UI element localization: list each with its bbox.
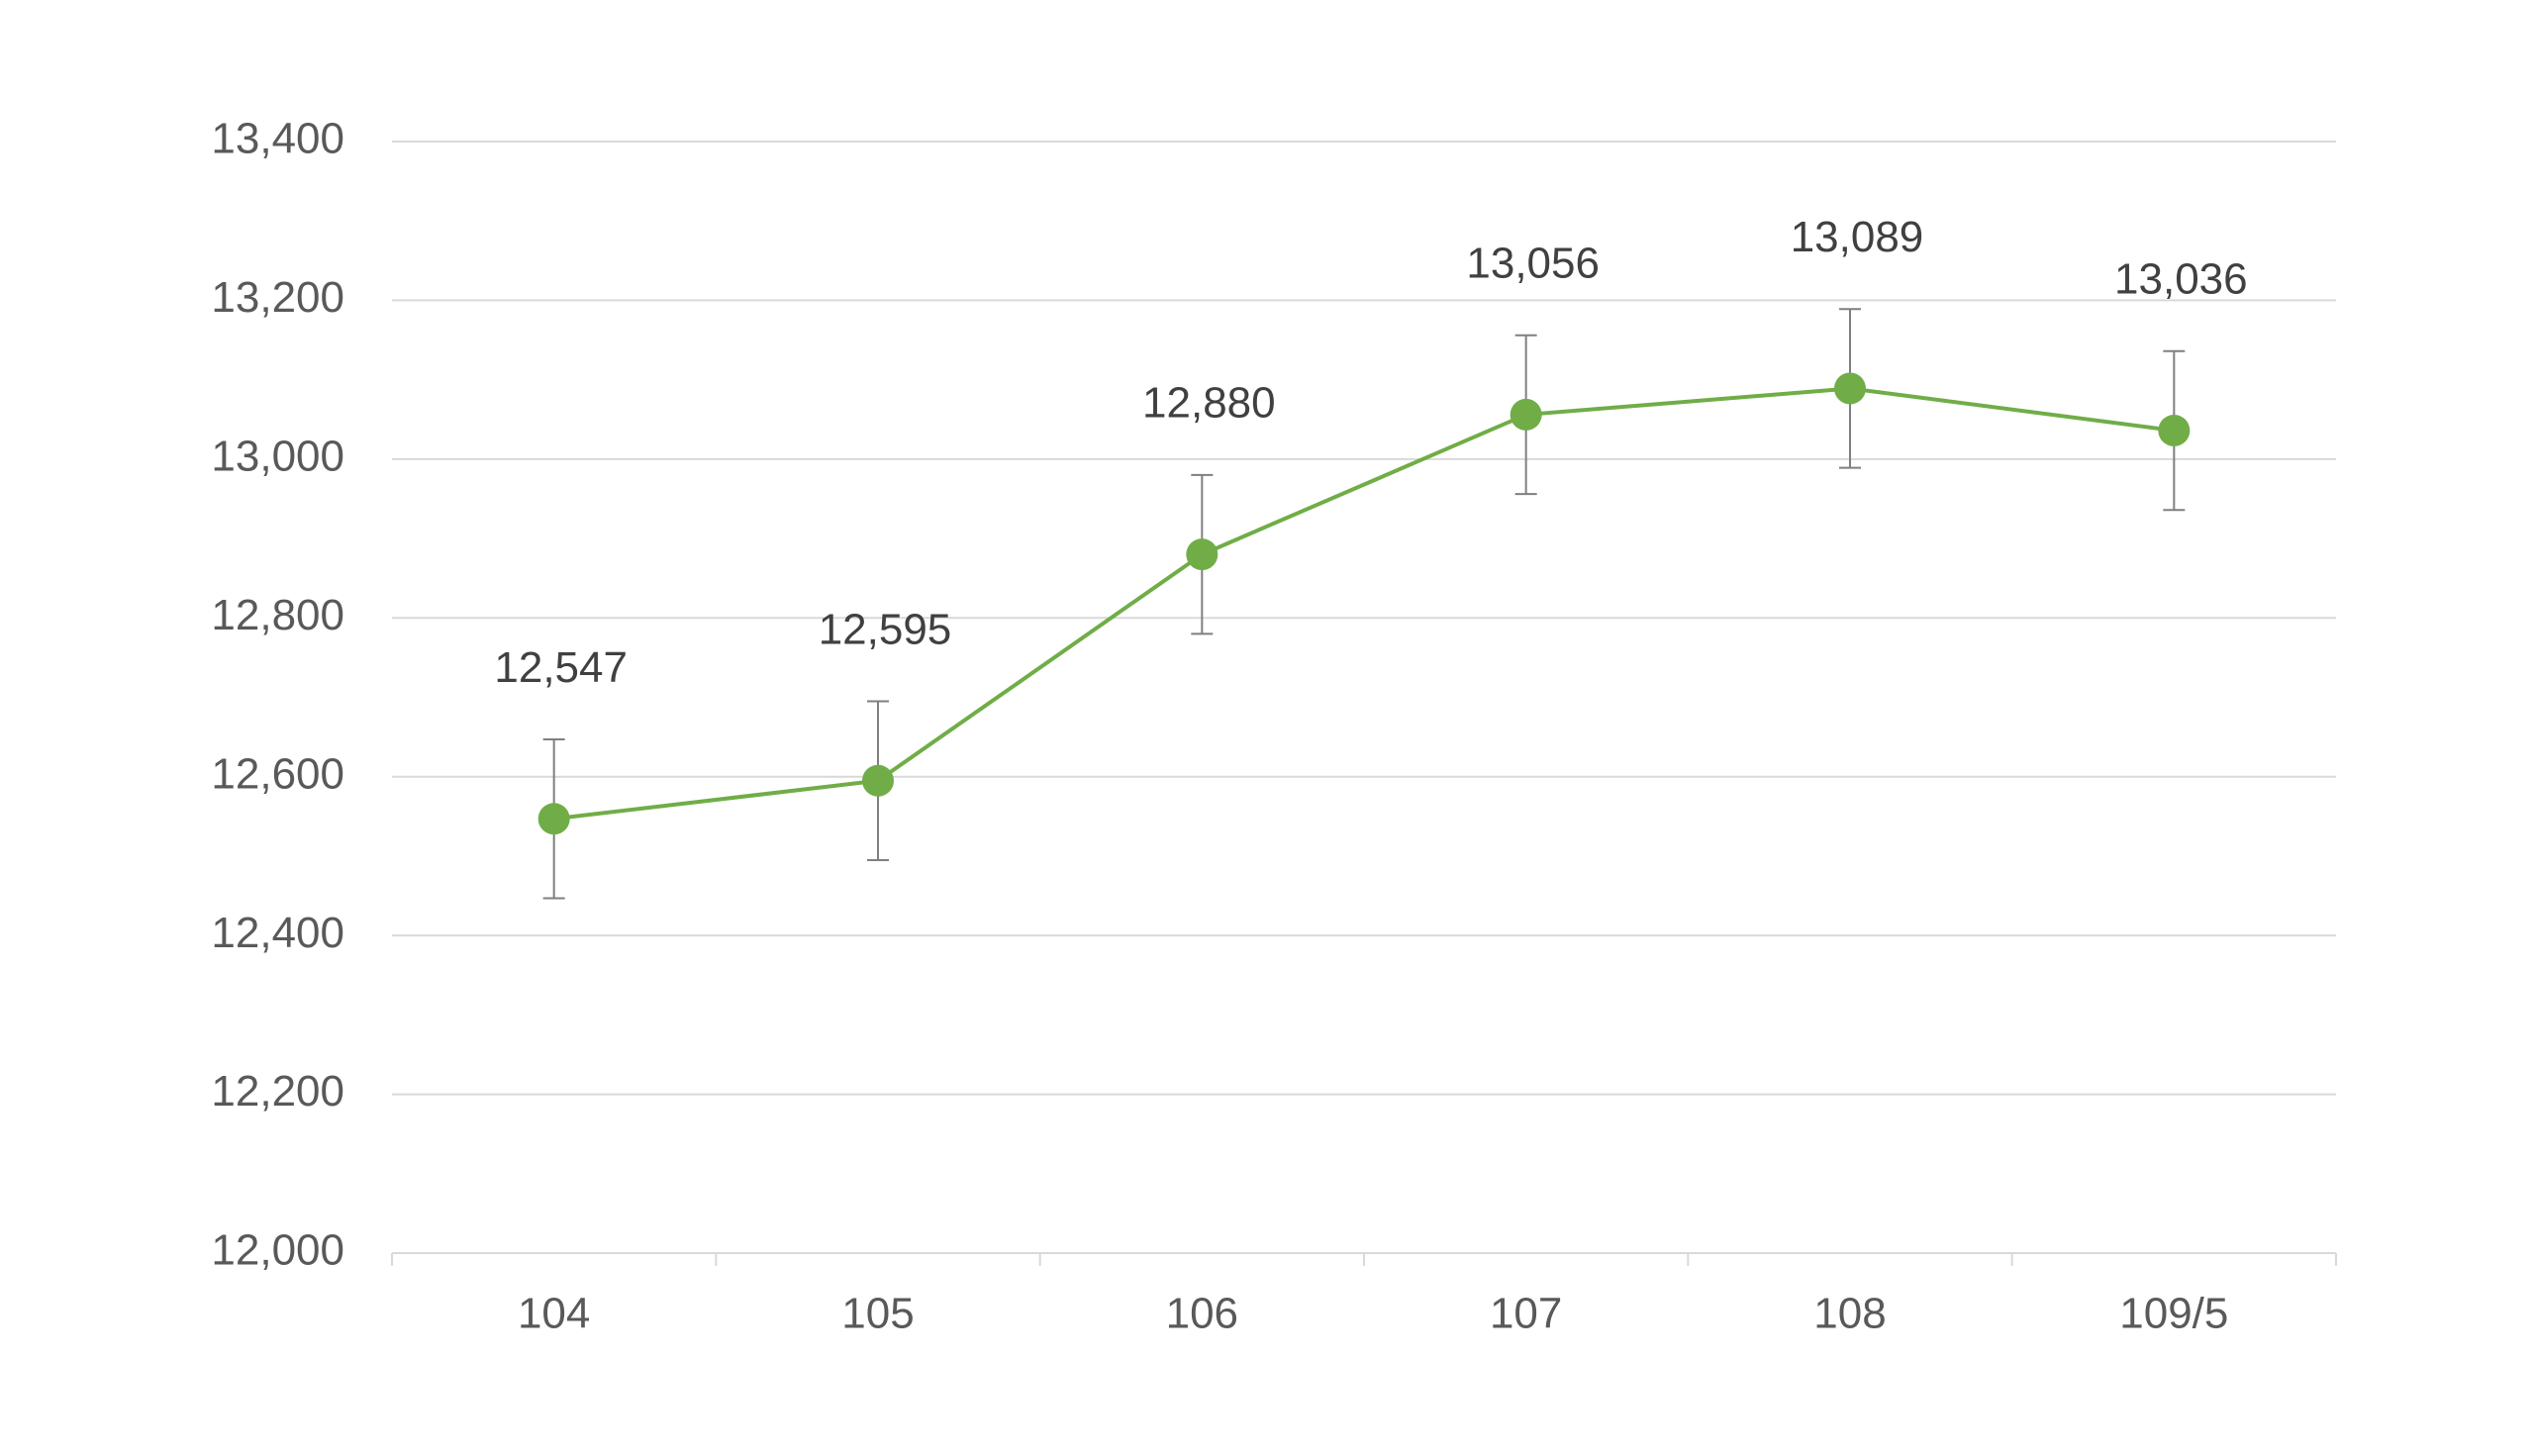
x-axis xyxy=(391,1252,2337,1266)
data-label: 12,595 xyxy=(819,605,952,653)
x-tick-label: 109/5 xyxy=(2119,1290,2228,1338)
gridlines xyxy=(392,141,2336,1096)
x-tick-label: 108 xyxy=(1813,1290,1886,1338)
data-point-marker xyxy=(1186,538,1218,571)
data-points xyxy=(537,372,2191,835)
x-axis-tick-labels: 104 105 106 107 108 109/5 xyxy=(518,1290,2228,1338)
data-point-marker xyxy=(1834,372,1866,405)
y-tick-label: 12,000 xyxy=(211,1226,344,1275)
data-label: 12,880 xyxy=(1142,379,1276,428)
x-tick-label: 104 xyxy=(518,1290,590,1338)
y-tick-label: 12,800 xyxy=(211,591,344,639)
data-point-marker xyxy=(862,764,894,797)
series-line-layer xyxy=(553,386,2175,822)
y-tick-label: 13,000 xyxy=(211,432,344,480)
x-tick-label: 107 xyxy=(1490,1290,1562,1338)
y-tick-label: 12,400 xyxy=(211,909,344,957)
y-tick-label: 12,600 xyxy=(211,749,344,798)
x-tick-label: 106 xyxy=(1166,1290,1238,1338)
data-point-marker xyxy=(537,803,570,835)
data-label: 13,056 xyxy=(1466,240,1600,288)
y-axis-tick-labels: 12,000 12,200 12,400 12,600 12,800 13,000 13,2… xyxy=(211,115,344,1275)
data-label: 13,036 xyxy=(2114,255,2248,304)
error-bars xyxy=(542,308,2186,900)
data-point-marker xyxy=(1510,398,1542,431)
y-tick-label: 13,400 xyxy=(211,115,344,163)
x-tick-label: 105 xyxy=(841,1290,914,1338)
series-line xyxy=(553,386,2175,822)
data-labels: 12,547 12,595 12,880 13,056 13,089 13,036 xyxy=(494,213,2247,692)
data-label: 13,089 xyxy=(1791,213,1924,261)
data-point-marker xyxy=(2158,414,2191,446)
y-tick-label: 12,200 xyxy=(211,1067,344,1116)
y-tick-label: 13,200 xyxy=(211,273,344,322)
data-label: 12,547 xyxy=(494,643,628,692)
